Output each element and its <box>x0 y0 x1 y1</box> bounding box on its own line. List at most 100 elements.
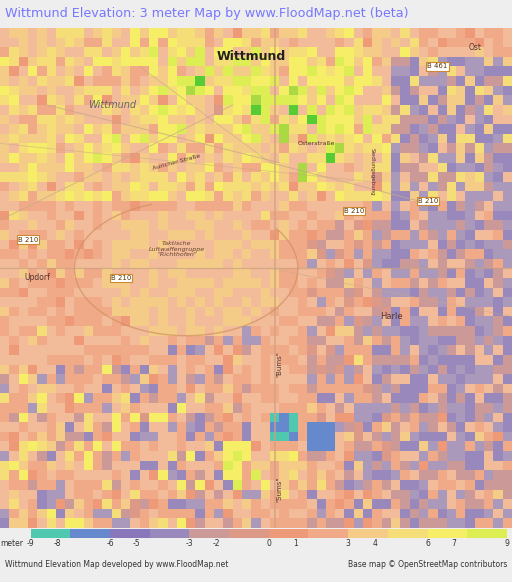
Bar <box>456 509 465 519</box>
Bar <box>465 66 475 76</box>
Bar <box>465 162 475 172</box>
Bar <box>456 355 465 364</box>
Bar <box>28 403 37 413</box>
Bar <box>428 259 438 268</box>
Bar <box>0 191 9 201</box>
Bar <box>37 66 47 76</box>
Bar <box>37 221 47 230</box>
Bar <box>298 124 307 134</box>
Bar <box>270 461 279 470</box>
Bar <box>9 326 18 336</box>
Bar <box>140 172 149 182</box>
Bar <box>307 66 316 76</box>
Bar <box>279 403 289 413</box>
Bar <box>326 115 335 124</box>
Bar <box>447 134 456 143</box>
Bar <box>419 57 428 66</box>
Bar <box>279 95 289 105</box>
Bar <box>391 38 400 47</box>
Bar <box>0 432 9 442</box>
Bar <box>335 86 345 95</box>
Bar <box>167 143 177 153</box>
Bar <box>475 201 484 211</box>
Bar <box>84 432 93 442</box>
Bar <box>428 288 438 297</box>
Bar <box>196 336 205 345</box>
Bar <box>177 489 186 499</box>
Bar <box>279 162 289 172</box>
Bar <box>400 403 410 413</box>
Bar <box>251 57 261 66</box>
Bar <box>298 115 307 124</box>
Bar <box>84 201 93 211</box>
Bar <box>131 326 140 336</box>
Bar <box>279 259 289 268</box>
Bar <box>345 105 354 115</box>
Bar <box>186 259 196 268</box>
Bar <box>261 355 270 364</box>
Bar <box>400 191 410 201</box>
Bar <box>372 317 381 326</box>
Bar <box>289 326 298 336</box>
Bar <box>131 249 140 259</box>
Bar <box>121 57 131 66</box>
Bar <box>233 336 242 345</box>
Bar <box>18 489 28 499</box>
Bar <box>158 66 167 76</box>
Bar <box>494 143 503 153</box>
Bar <box>223 393 233 403</box>
Bar <box>149 182 158 191</box>
Bar <box>484 38 494 47</box>
Bar <box>419 153 428 162</box>
Bar <box>102 201 112 211</box>
Bar <box>391 403 400 413</box>
Bar <box>28 509 37 519</box>
Bar <box>149 519 158 528</box>
Bar <box>186 57 196 66</box>
Bar <box>121 105 131 115</box>
Bar <box>279 393 289 403</box>
Bar <box>484 307 494 317</box>
Bar <box>205 345 214 355</box>
Bar <box>131 489 140 499</box>
Bar <box>196 95 205 105</box>
Bar <box>428 221 438 230</box>
Bar <box>102 162 112 172</box>
Bar <box>93 268 102 278</box>
Bar <box>177 268 186 278</box>
Bar <box>242 374 251 384</box>
Text: Taktische
Luftwaffengruppe
"Richthofen": Taktische Luftwaffengruppe "Richthofen" <box>149 241 205 257</box>
Text: B 210: B 210 <box>418 198 438 204</box>
Bar <box>503 182 512 191</box>
Bar <box>84 105 93 115</box>
Bar <box>410 211 419 221</box>
Bar <box>214 499 223 509</box>
Bar <box>223 191 233 201</box>
Bar <box>335 124 345 134</box>
Bar <box>47 105 56 115</box>
Bar <box>354 489 363 499</box>
Bar <box>419 105 428 115</box>
Bar <box>28 499 37 509</box>
Bar <box>261 413 270 422</box>
Bar <box>307 288 316 297</box>
Bar <box>270 153 279 162</box>
Bar <box>242 28 251 38</box>
Bar <box>381 143 391 153</box>
Bar <box>391 28 400 38</box>
Bar <box>18 221 28 230</box>
Bar <box>456 191 465 201</box>
Bar <box>65 134 74 143</box>
Bar <box>279 249 289 259</box>
Bar <box>18 66 28 76</box>
Bar <box>465 355 475 364</box>
Bar <box>354 47 363 57</box>
Bar <box>233 422 242 432</box>
Bar <box>316 105 326 115</box>
Bar <box>456 47 465 57</box>
Bar <box>400 47 410 57</box>
Bar <box>316 143 326 153</box>
Bar <box>354 76 363 86</box>
Bar <box>93 162 102 172</box>
Bar <box>177 211 186 221</box>
